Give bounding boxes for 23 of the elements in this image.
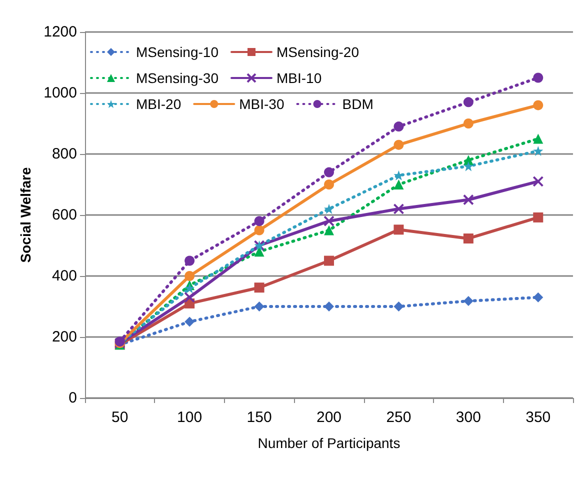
- x-axis-title: Number of Participants: [258, 435, 400, 451]
- x-tick-label: 300: [456, 409, 481, 426]
- legend-label: MSensing-10: [136, 44, 219, 60]
- x-tick-label: 150: [246, 409, 272, 426]
- y-axis-title: Social Welfare: [18, 167, 34, 263]
- legend-label: MSensing-30: [136, 70, 219, 86]
- legend-label: MBI-10: [276, 70, 322, 86]
- x-tick-label: 100: [177, 409, 202, 426]
- legend-label: BDM: [342, 96, 374, 112]
- legend-label: MBI-20: [136, 96, 182, 112]
- y-tick-label: 0: [68, 390, 77, 406]
- legend-label: MSensing-20: [276, 44, 360, 60]
- x-tick-label: 200: [316, 409, 342, 426]
- x-tick-label: 350: [526, 409, 551, 426]
- y-tick-label: 1000: [44, 84, 77, 102]
- x-tick-label: 50: [112, 409, 128, 426]
- y-tick-label: 200: [52, 328, 77, 346]
- y-tick-label: 600: [52, 206, 77, 224]
- legend-label: MBI-30: [239, 96, 284, 112]
- y-tick-label: 800: [52, 146, 77, 162]
- y-tick-label: 1200: [44, 24, 77, 40]
- x-tick-label: 250: [386, 409, 412, 426]
- y-tick-label: 400: [52, 268, 77, 284]
